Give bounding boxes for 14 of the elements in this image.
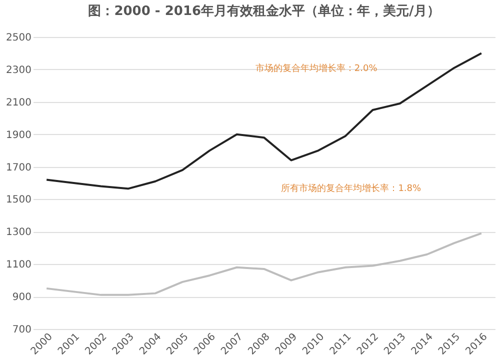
y-tick-label: 2300 — [6, 64, 32, 76]
chart-title: 图：2000 - 2016年月有效租金水平（单位：年，美元/月） — [88, 3, 440, 19]
y-tick-label: 700 — [12, 324, 32, 336]
y-tick-label: 1100 — [6, 260, 32, 271]
y-tick-label: 2100 — [6, 97, 32, 108]
y-tick-label: 1500 — [6, 194, 32, 206]
y-tick-label: 1700 — [6, 162, 32, 174]
y-tick-label: 2500 — [6, 32, 32, 44]
annotation: 所有市场的复合年均增长率：1.8% — [281, 182, 422, 194]
y-tick-label: 1300 — [6, 227, 32, 238]
y-tick-label: 900 — [12, 292, 32, 304]
y-tick-label: 1900 — [6, 130, 32, 141]
annotation: 市场的复合年均增长率：2.0% — [255, 63, 378, 74]
line-series — [46, 232, 482, 296]
